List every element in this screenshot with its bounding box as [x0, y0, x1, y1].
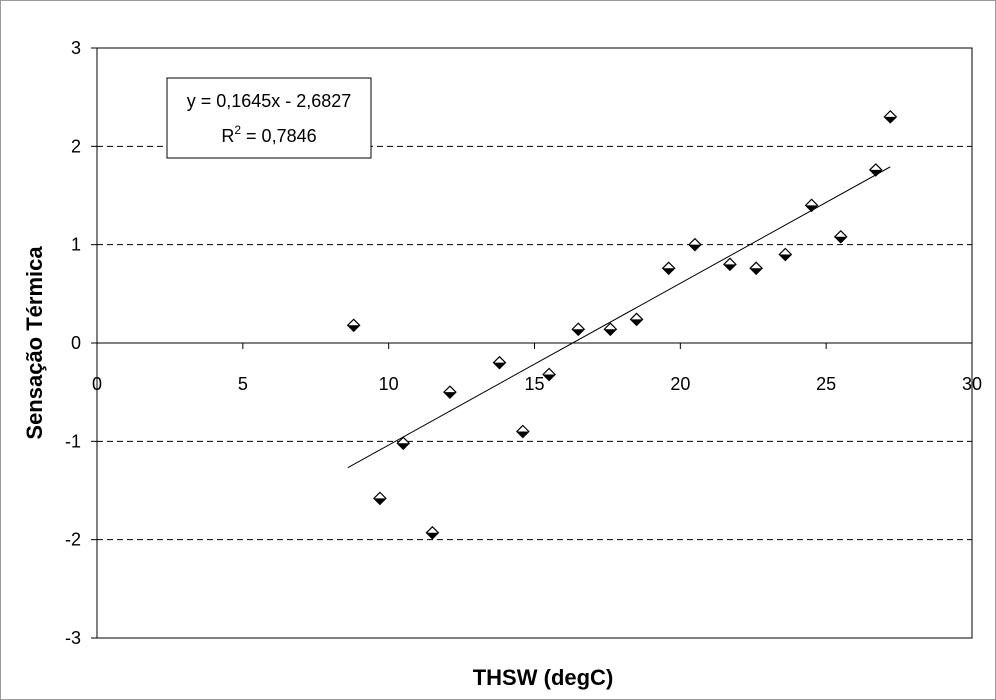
y-tick-label: -2: [65, 530, 81, 550]
r-squared-prefix: R: [221, 126, 234, 146]
trendline-equation: y = 0,1645x - 2,6827: [187, 91, 352, 111]
y-tick-label: 0: [71, 333, 81, 353]
data-point: [883, 109, 898, 124]
data-point: [804, 198, 819, 213]
r-squared-label: R2 = 0,7846: [221, 123, 316, 146]
x-tick-label: 20: [670, 374, 690, 394]
x-tick-label: 0: [92, 374, 102, 394]
data-point: [749, 261, 764, 276]
y-tick-label: 3: [71, 38, 81, 58]
data-point: [603, 322, 618, 337]
data-point: [346, 318, 361, 333]
y-axis-ticks: -3 -2 -1 0 1 2 3: [65, 38, 97, 648]
data-point: [688, 237, 702, 252]
data-point: [571, 322, 586, 337]
data-point: [868, 163, 883, 177]
x-axis-title: THSW (degC): [473, 665, 614, 690]
y-tick-label: 1: [71, 235, 81, 255]
data-point: [833, 229, 848, 244]
x-tick-label: 25: [816, 374, 836, 394]
x-axis-ticks: 0 5 10 15 20 25 30: [92, 343, 982, 394]
data-points: [346, 109, 898, 540]
data-point: [492, 355, 507, 370]
data-point: [723, 257, 737, 272]
data-point: [515, 424, 530, 439]
data-point: [373, 491, 387, 506]
data-point: [396, 436, 411, 451]
data-point: [443, 385, 457, 400]
data-point: [542, 367, 556, 382]
data-point: [661, 261, 676, 276]
y-tick-label: 2: [71, 136, 81, 156]
y-tick-label: -3: [65, 628, 81, 648]
equation-box-frame: [166, 77, 372, 159]
y-tick-label: -1: [65, 431, 81, 451]
r-squared-exponent: 2: [234, 123, 241, 137]
r-squared-value: = 0,7846: [241, 126, 317, 146]
x-tick-label: 10: [379, 374, 399, 394]
data-point: [425, 525, 440, 540]
x-tick-label: 5: [238, 374, 248, 394]
x-tick-label: 30: [962, 374, 982, 394]
data-point: [778, 247, 793, 262]
equation-box: y = 0,1645x - 2,6827 R2 = 0,7846: [166, 77, 372, 159]
data-point: [629, 312, 644, 327]
y-axis-title: Sensação Térmica: [22, 246, 47, 440]
x-tick-label: 15: [524, 374, 544, 394]
trendline: [347, 166, 891, 469]
